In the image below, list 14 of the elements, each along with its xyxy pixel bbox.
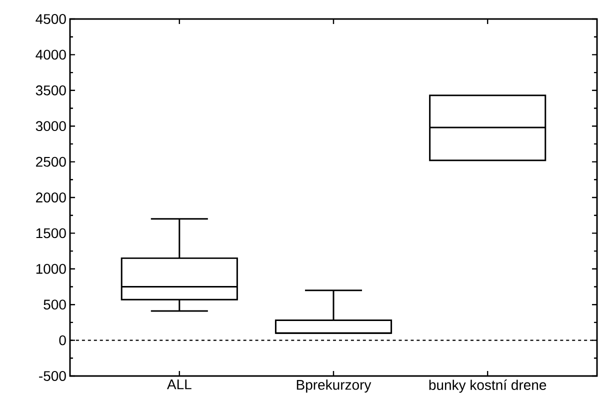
y-tick-label: 3500	[36, 85, 66, 96]
y-tick-label: 2000	[36, 192, 66, 202]
y-tick-label: -500	[39, 371, 66, 381]
y-tick-label: 1000	[36, 264, 66, 274]
y-tick-label: 4000	[36, 50, 66, 60]
y-tick-label: 2500	[36, 156, 66, 167]
y-tick-label: 3000	[36, 121, 66, 132]
y-tick-label: 1500	[36, 228, 66, 238]
y-tick-label: 0	[59, 335, 66, 346]
x-tick-label: Bprekurzory	[296, 380, 372, 393]
x-tick-label: ALL	[166, 380, 192, 390]
x-tick-label: bunky kostní drene	[429, 380, 546, 393]
y-tick-label: 4500	[36, 14, 66, 24]
y-tick-label: 500	[44, 300, 66, 310]
